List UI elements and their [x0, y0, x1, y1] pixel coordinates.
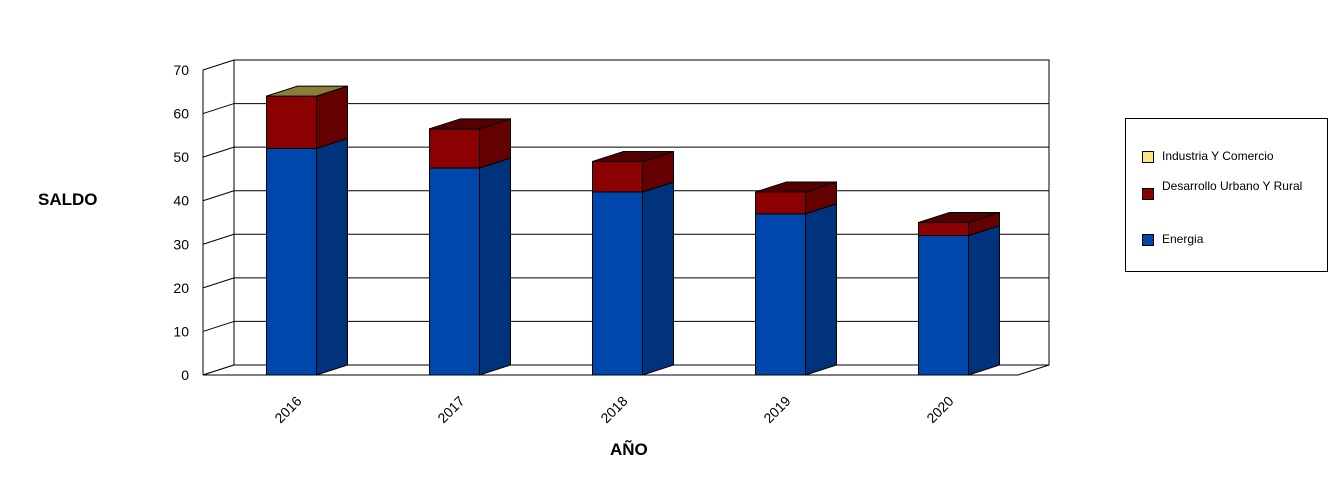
side-wall-tick: [202, 59, 235, 71]
y-tick-label: 20: [173, 280, 189, 296]
side-wall-tick: [202, 146, 235, 158]
bar-segment-side: [316, 85, 348, 150]
legend-item-desarrollo: Desarrollo Urbano Y Rural: [1142, 179, 1312, 200]
y-tick-label: 40: [173, 193, 189, 209]
bar-segment-front: [429, 167, 480, 376]
bar-segment-side: [479, 157, 511, 376]
bar-segment-front: [918, 222, 969, 237]
bar-segment-side: [968, 224, 1000, 376]
x-tick-label: 2018: [597, 393, 630, 426]
legend-swatch-industria: [1142, 151, 1154, 163]
y-tick-label: 70: [173, 62, 189, 78]
bar-top: [429, 118, 511, 130]
legend-swatch-desarrollo: [1142, 188, 1154, 200]
bar-segment-front: [266, 95, 317, 149]
y-tick-label: 0: [181, 367, 189, 383]
legend-item-energia: Energia: [1142, 232, 1312, 246]
y-tick-label: 50: [173, 149, 189, 165]
y-tick-label: 30: [173, 236, 189, 252]
bar-top: [266, 85, 348, 97]
bar-segment-front: [755, 213, 806, 376]
bar-top: [755, 181, 837, 193]
x-tick-label: 2020: [923, 393, 956, 426]
side-wall-tick: [202, 190, 235, 202]
legend-swatch-energia: [1142, 234, 1154, 246]
bar-segment-front: [592, 191, 643, 376]
x-axis-label: AÑO: [610, 440, 648, 459]
y-axis-label: SALDO: [38, 190, 98, 209]
x-tick-label: 2016: [271, 393, 304, 426]
bar-segment-side: [316, 137, 348, 376]
x-tick-label: 2019: [760, 393, 793, 426]
bar-segment-side: [805, 203, 837, 376]
bar-segment-front: [918, 235, 969, 376]
side-wall-tick: [202, 320, 235, 332]
bar-segment-front: [592, 161, 643, 193]
bar-segment-front: [755, 191, 806, 215]
bar-top: [592, 151, 674, 162]
legend: Industria Y Comercio Desarrollo Urbano Y…: [1125, 118, 1328, 272]
bar-segment-side: [642, 181, 674, 376]
bar-top: [918, 212, 1000, 223]
bar-segment-front: [429, 128, 480, 169]
side-wall-tick: [202, 233, 235, 245]
legend-label-desarrollo: Desarrollo Urbano Y Rural: [1162, 179, 1303, 193]
side-wall-tick: [202, 103, 235, 115]
legend-label-energia: Energia: [1162, 232, 1204, 246]
bar-segment-front: [266, 147, 317, 376]
y-tick-label: 60: [173, 106, 189, 122]
legend-item-industria: Industria Y Comercio: [1142, 149, 1312, 163]
x-tick-label: 2017: [434, 393, 467, 426]
legend-label-industria: Industria Y Comercio: [1162, 149, 1274, 163]
y-tick-label: 10: [173, 323, 189, 339]
side-wall-tick: [202, 277, 235, 289]
